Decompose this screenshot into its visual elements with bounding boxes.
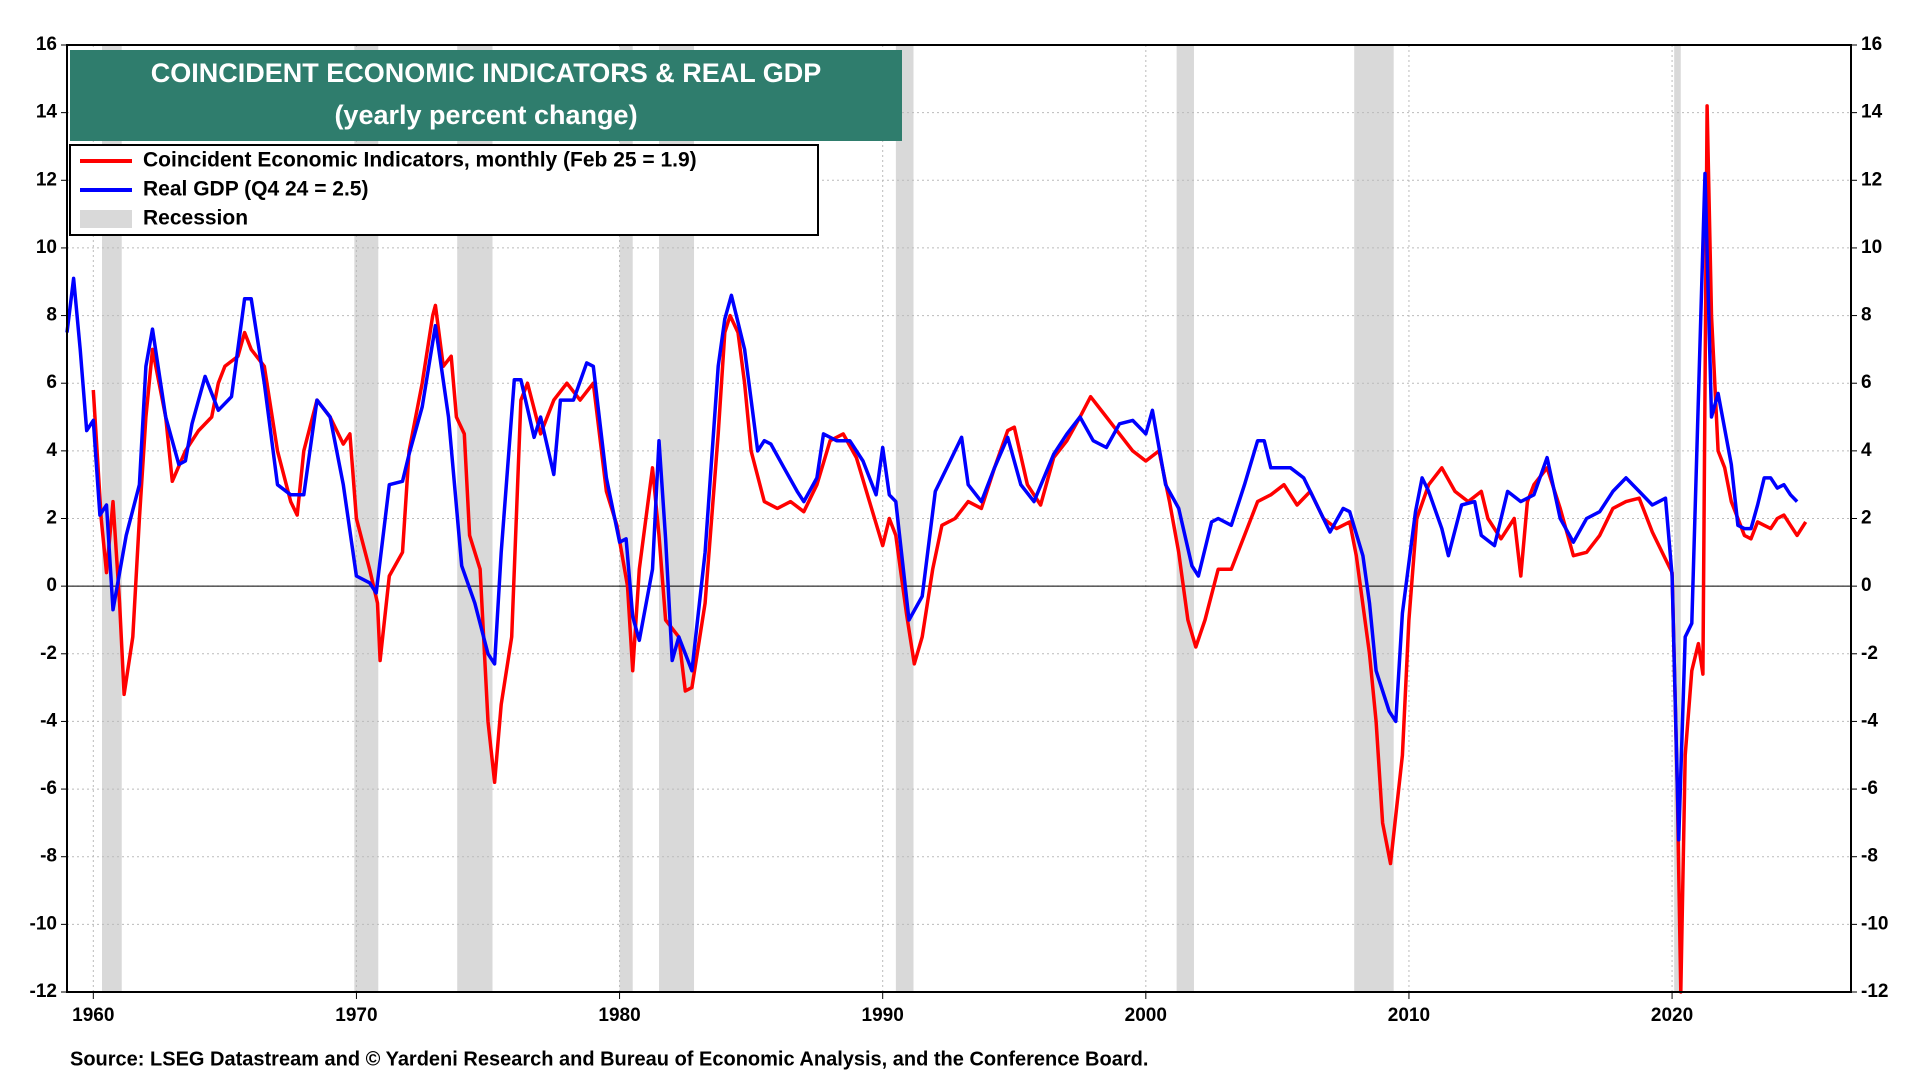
legend-label: Recession <box>143 207 248 230</box>
y-tick-label: -10 <box>30 913 57 934</box>
y-tick-label: 10 <box>36 237 57 258</box>
y-tick-label: 6 <box>46 372 57 393</box>
y-tick-label: -12 <box>30 981 57 1002</box>
y-tick-label: -4 <box>40 710 57 731</box>
y2-tick-label: -10 <box>1861 913 1888 934</box>
recession-band <box>619 45 633 992</box>
y2-tick-label: 12 <box>1861 169 1882 190</box>
y-tick-label: 0 <box>46 575 57 596</box>
y2-tick-label: -2 <box>1861 643 1878 664</box>
recession-band <box>895 45 914 992</box>
y-tick-label: 12 <box>36 169 57 190</box>
y2-tick-label: 6 <box>1861 372 1872 393</box>
y-tick-label: -8 <box>40 846 57 867</box>
chart-title: COINCIDENT ECONOMIC INDICATORS & REAL GD… <box>151 58 822 88</box>
recession-band <box>354 45 379 992</box>
data-line <box>65 171 1799 842</box>
y2-tick-label: 16 <box>1861 34 1882 55</box>
y2-tick-label: -8 <box>1861 846 1878 867</box>
y2-tick-label: 0 <box>1861 575 1872 596</box>
y2-tick-label: 10 <box>1861 237 1882 258</box>
x-tick-label: 1980 <box>598 1005 640 1026</box>
y-tick-label: 16 <box>36 34 57 55</box>
legend-swatch <box>80 210 132 228</box>
x-tick-label: 2020 <box>1651 1005 1693 1026</box>
legend-label: Real GDP (Q4 24 = 2.5) <box>143 178 368 201</box>
y2-tick-label: 4 <box>1861 440 1872 461</box>
y-tick-label: 2 <box>46 508 57 529</box>
title-box <box>70 50 902 141</box>
x-tick-label: 1990 <box>862 1005 904 1026</box>
source-note: Source: LSEG Datastream and © Yardeni Re… <box>70 1048 1148 1070</box>
y-tick-label: 14 <box>36 102 58 123</box>
y-tick-label: 4 <box>46 440 57 461</box>
legend-label: Coincident Economic Indicators, monthly … <box>143 149 697 172</box>
x-tick-label: 1970 <box>335 1005 377 1026</box>
y-tick-label: -2 <box>40 643 57 664</box>
chart-subtitle: (yearly percent change) <box>334 100 637 130</box>
y2-tick-label: -12 <box>1861 981 1888 1002</box>
y2-tick-label: 8 <box>1861 305 1872 326</box>
y2-tick-label: -6 <box>1861 778 1878 799</box>
y2-tick-label: -4 <box>1861 710 1878 731</box>
plot-frame <box>66 44 1852 993</box>
y-tick-label: 8 <box>46 305 57 326</box>
recession-band <box>1176 45 1194 992</box>
legend-box <box>69 144 819 236</box>
x-tick-label: 1960 <box>72 1005 114 1026</box>
y2-tick-label: 2 <box>1861 508 1872 529</box>
y2-tick-label: 14 <box>1861 102 1883 123</box>
data-line <box>91 104 1808 994</box>
y-tick-label: -6 <box>40 778 57 799</box>
x-tick-label: 2010 <box>1388 1005 1430 1026</box>
x-tick-label: 2000 <box>1125 1005 1167 1026</box>
